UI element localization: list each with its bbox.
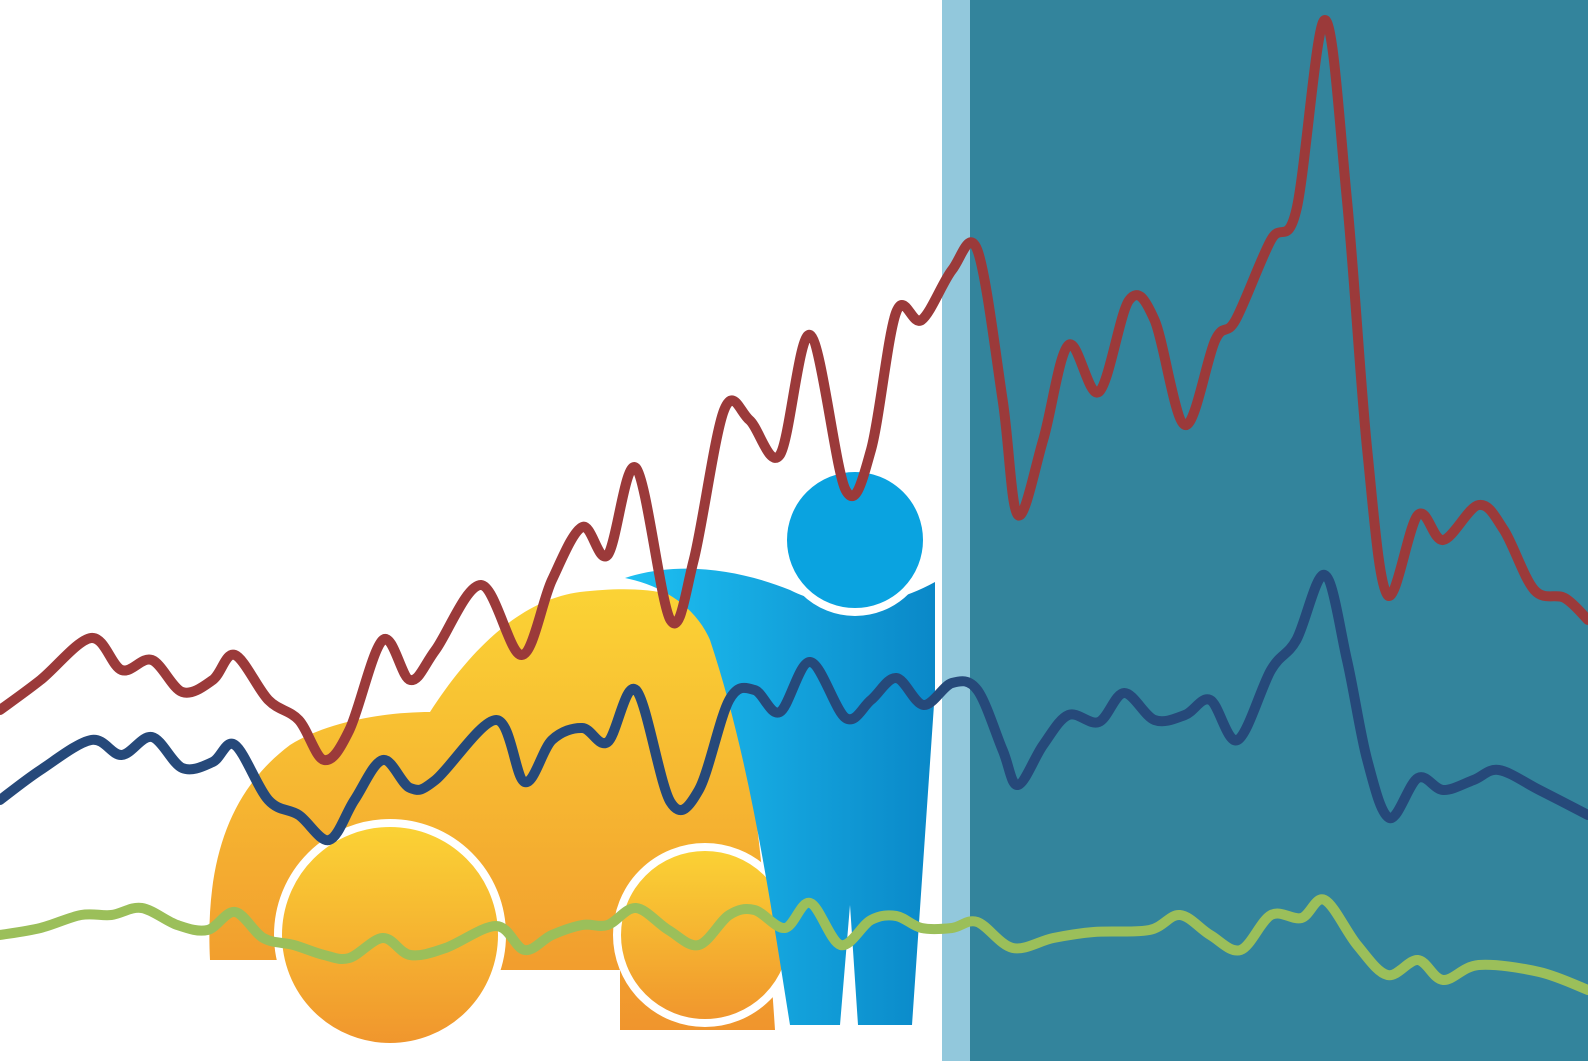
data-line [0,14,1588,766]
dark-panel [970,0,1588,1061]
data-line [0,894,1588,995]
light-stripe [942,0,970,1061]
person-head [779,464,931,616]
data-line [0,569,1588,846]
person-body [625,568,935,1025]
